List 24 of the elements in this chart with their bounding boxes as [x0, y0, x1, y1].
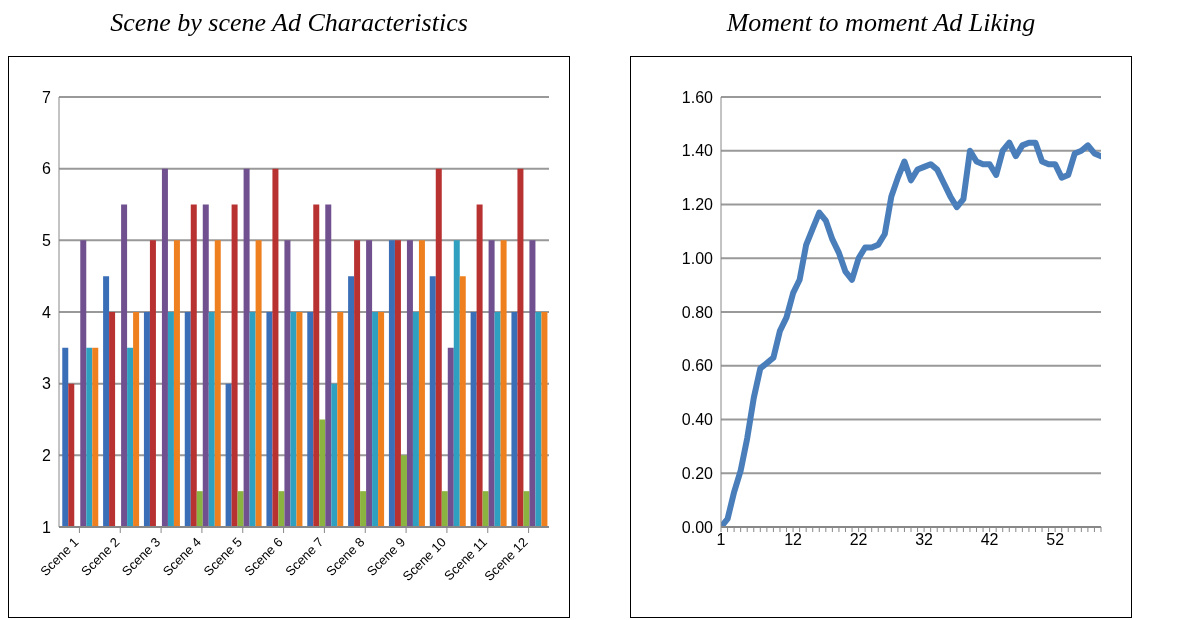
y-tick-label: 1: [42, 518, 52, 536]
y-tick-label: 1.60: [681, 88, 714, 106]
y-tick-label: 0.00: [681, 518, 714, 536]
y-tick-label: 0.40: [681, 411, 714, 429]
x-tick-label: 32: [915, 531, 934, 549]
y-tick-label: 7: [42, 88, 52, 106]
y-tick-label: 0.60: [681, 357, 714, 375]
x-tick-label: 22: [849, 531, 868, 549]
x-tick-label: 42: [980, 531, 999, 549]
x-tick-label: 12: [784, 531, 803, 549]
x-tick-label: 1: [716, 531, 726, 549]
y-tick-label: 1.00: [681, 249, 714, 267]
y-tick-label: 0.80: [681, 303, 714, 321]
chart-title: Moment to moment Ad Liking: [726, 8, 1036, 39]
x-tick-label: 52: [1046, 531, 1065, 549]
y-tick-label: 5: [42, 232, 52, 250]
y-tick-label: 2: [42, 447, 52, 465]
y-tick-label: 3: [42, 375, 52, 393]
chart-title: Scene by scene Ad Characteristics: [110, 8, 468, 39]
y-tick-label: 4: [42, 303, 52, 321]
y-tick-label: 1.20: [681, 196, 714, 214]
y-tick-label: 0.20: [681, 464, 714, 482]
y-tick-label: 6: [42, 160, 52, 178]
y-tick-label: 1.40: [681, 142, 714, 160]
